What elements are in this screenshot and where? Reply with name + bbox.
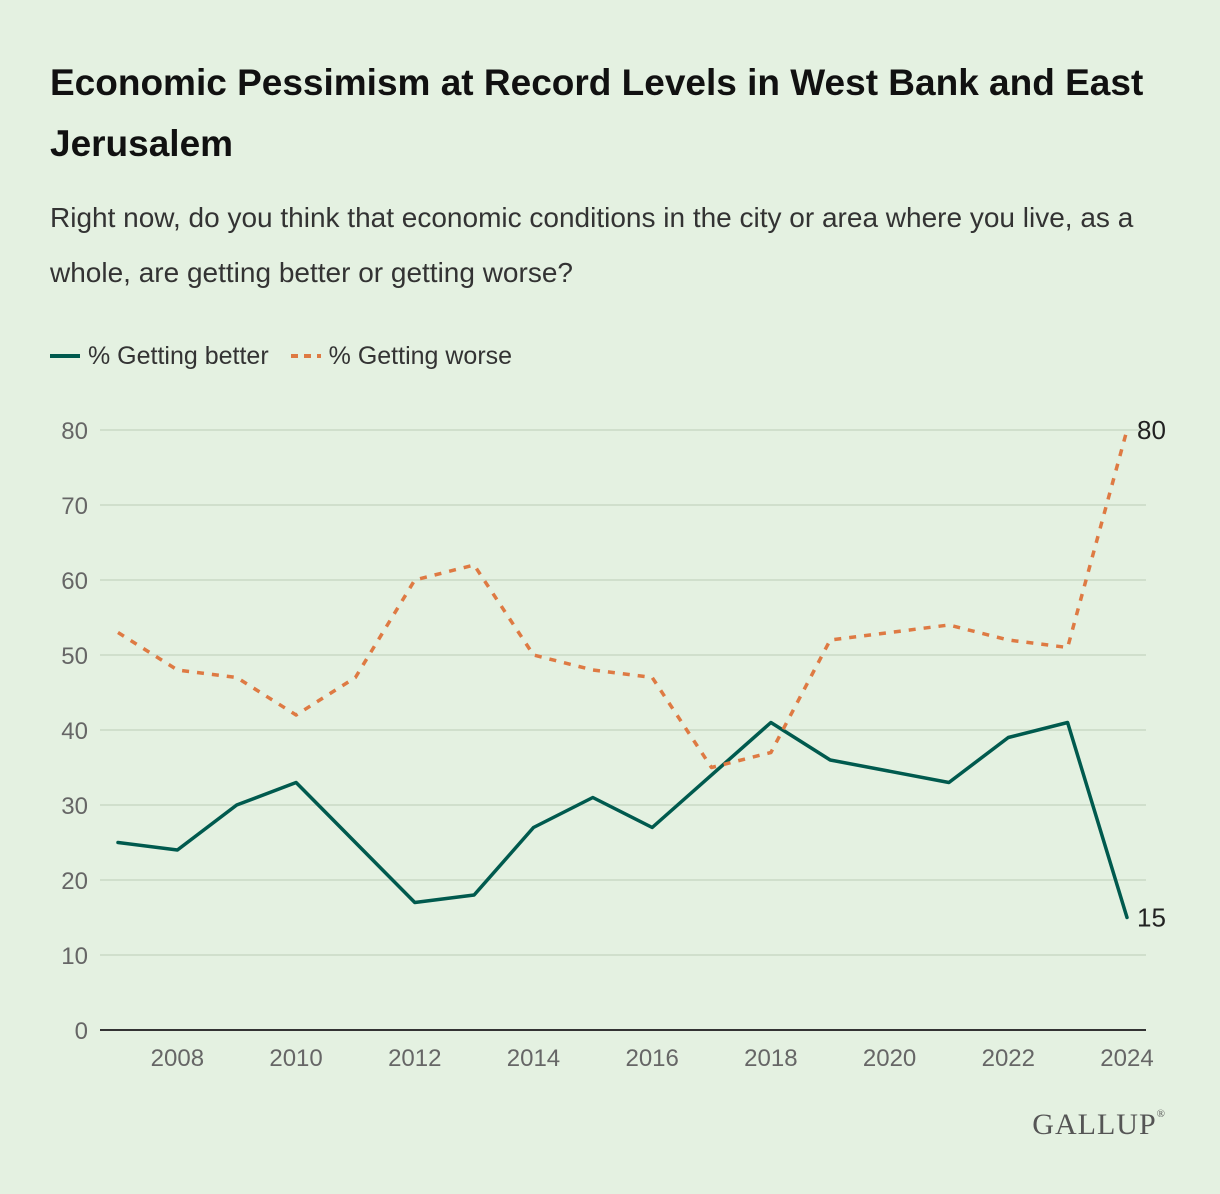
y-tick-label-10: 10	[61, 943, 88, 970]
legend: % Getting better % Getting worse	[50, 336, 534, 376]
y-tick-label-30: 30	[61, 793, 88, 820]
series-line-better	[116, 720, 1129, 920]
x-tick-label-2024: 2024	[1100, 1045, 1153, 1072]
legend-swatch-worse	[290, 354, 321, 358]
end-label-worse: 80	[1137, 415, 1166, 445]
x-tick-label-2010: 2010	[269, 1045, 322, 1072]
series-line-worse	[117, 429, 1129, 770]
x-tick-label-2014: 2014	[507, 1045, 560, 1072]
legend-label-better: % Getting better	[88, 341, 269, 370]
x-tick-label-2020: 2020	[863, 1045, 916, 1072]
logo-text: GALLUP	[1032, 1108, 1157, 1141]
chart-title: Economic Pessimism at Record Levels in W…	[50, 62, 1144, 164]
y-tick-label-40: 40	[61, 718, 88, 745]
legend-label-worse: % Getting worse	[328, 341, 513, 370]
x-tick-label-2012: 2012	[388, 1045, 441, 1072]
y-tick-label-50: 50	[61, 643, 88, 670]
x-tick-label-2022: 2022	[982, 1045, 1035, 1072]
x-tick-label-2018: 2018	[744, 1045, 797, 1072]
legend-item-worse: % Getting worse	[290, 341, 513, 371]
y-tick-label-80: 80	[61, 418, 88, 445]
y-tick-label-0: 0	[75, 1018, 88, 1045]
y-tick-label-60: 60	[61, 568, 88, 595]
legend-swatch-better	[50, 354, 80, 358]
chart-subtitle: Right now, do you think that economic co…	[50, 202, 1134, 288]
y-tick-label-70: 70	[61, 493, 88, 520]
legend-item-better: % Getting better	[50, 342, 269, 371]
x-tick-label-2008: 2008	[151, 1045, 204, 1072]
registered-mark: ®	[1156, 1108, 1166, 1120]
x-tick-label-2016: 2016	[625, 1045, 678, 1072]
end-label-better: 15	[1137, 903, 1166, 933]
y-tick-label-20: 20	[61, 868, 88, 895]
gallup-logo: GALLUP®	[1032, 1108, 1166, 1142]
